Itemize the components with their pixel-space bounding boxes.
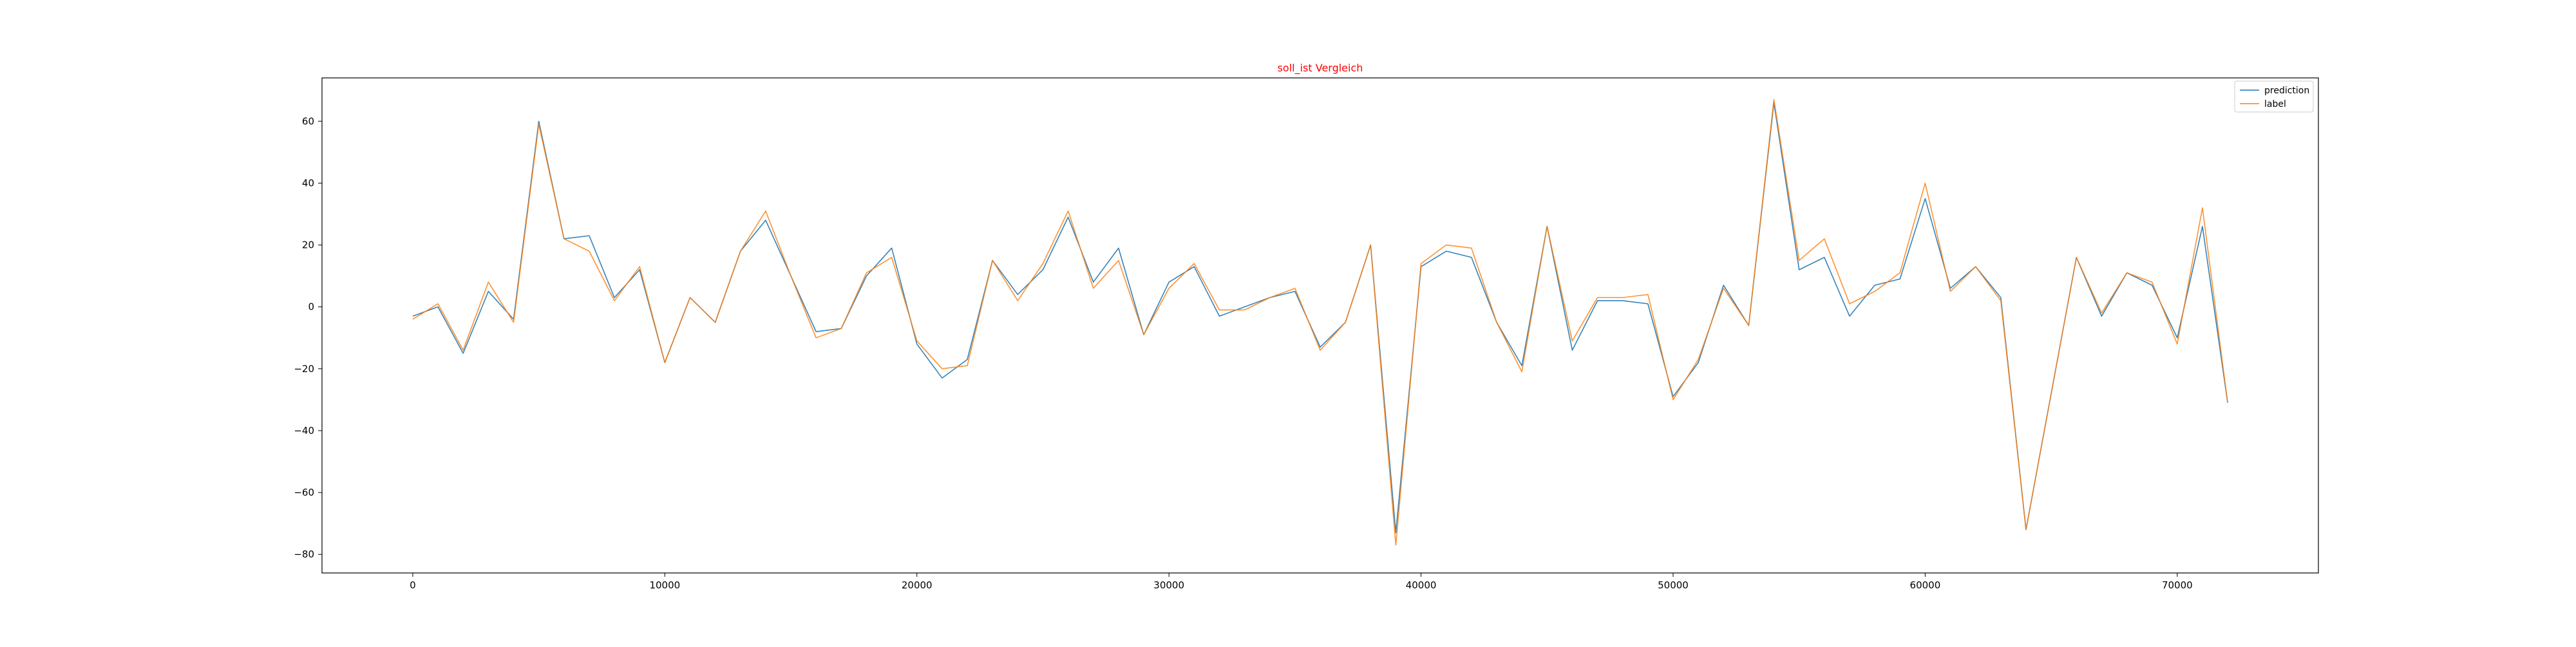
y-tick-label: −60 (294, 487, 314, 498)
series-line-prediction (412, 102, 2228, 534)
x-tick-label: 70000 (2162, 579, 2193, 591)
x-tick-label: 30000 (1153, 579, 1184, 591)
x-tick-label: 0 (410, 579, 416, 591)
y-tick-label: −40 (294, 425, 314, 436)
x-tick-label: 50000 (1658, 579, 1689, 591)
series-line-label (412, 98, 2228, 546)
x-tick-label: 10000 (649, 579, 680, 591)
y-tick-label: −80 (294, 549, 314, 560)
x-tick-label: 40000 (1406, 579, 1437, 591)
y-tick-label: −20 (294, 363, 314, 375)
plot-frame (321, 77, 2319, 574)
chart-title: soll_ist Vergleich (1278, 62, 1363, 75)
legend-label-label: label (2264, 99, 2286, 109)
y-tick-label: 60 (302, 115, 314, 127)
plot-area: 0 10000 20000 30000 40000 50000 60000 70000 −80 −… (294, 77, 2319, 591)
legend-label-prediction: prediction (2264, 86, 2309, 96)
y-tick-label: 0 (308, 301, 314, 313)
y-tick-label: 40 (302, 177, 314, 189)
legend: prediction label (2234, 80, 2314, 113)
x-tick-label: 20000 (902, 579, 933, 591)
x-tick-label: 60000 (1910, 579, 1941, 591)
legend-box (2234, 80, 2314, 113)
y-tick-label: 20 (302, 239, 314, 251)
